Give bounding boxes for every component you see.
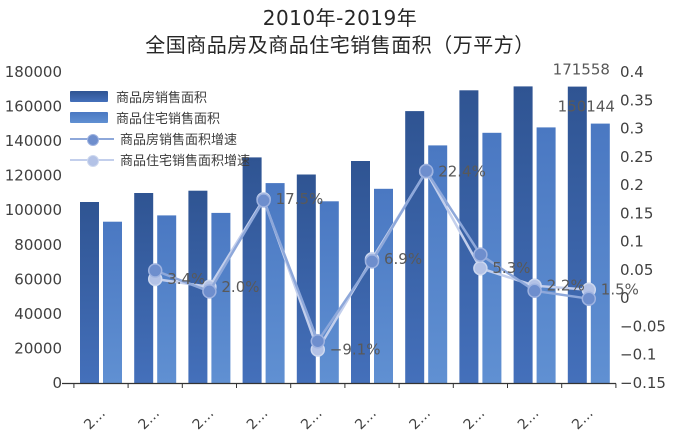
right-axis-tick: 0.2 <box>620 176 644 194</box>
line-marker-series1 <box>147 263 163 278</box>
point-label: 5.3% <box>492 259 530 277</box>
left-axis-tick: 100000 <box>5 201 62 219</box>
x-axis-tick-label: 2… <box>515 406 543 434</box>
x-axis-tick-label: 2… <box>407 406 435 434</box>
line-marker-series1 <box>202 284 217 299</box>
line-marker-series1 <box>527 283 542 299</box>
chart-title-line1: 2010年-2019年 <box>262 6 418 30</box>
bar-series1-cat6 <box>405 111 425 383</box>
legend-line-marker-series2 <box>70 154 114 167</box>
legend-marker-dot-icon <box>87 134 99 146</box>
bar-series2-cat2 <box>211 212 231 383</box>
right-axis-tick: 0.25 <box>620 148 653 166</box>
point-label: 6.9% <box>384 250 422 268</box>
right-axis-tick: 0.15 <box>620 204 653 222</box>
left-axis-tick: 40000 <box>14 305 62 323</box>
legend-swatch-bar-series1 <box>70 91 108 102</box>
left-axis-tick: 80000 <box>14 236 62 254</box>
bar-series2-cat5 <box>374 188 393 383</box>
right-axis-tick: 0.35 <box>620 91 653 109</box>
bar-series1-cat0 <box>80 202 99 383</box>
right-axis-tick: 0 <box>620 289 630 307</box>
legend-line-marker-series1 <box>70 133 114 146</box>
legend-label: 商品住宅销售面积增速 <box>120 154 251 169</box>
legend-label: 商品房销售面积增速 <box>120 133 238 148</box>
point-label: −9.1% <box>330 341 381 359</box>
legend-item-bar-series2: 商品住宅销售面积 <box>70 109 250 127</box>
point-label: 3.4% <box>167 270 205 288</box>
bar-series2-cat9 <box>590 123 610 383</box>
x-axis-tick-label: 2… <box>244 406 272 434</box>
bar-series2-cat6 <box>428 145 448 383</box>
point-label: 2.0% <box>221 278 259 296</box>
legend-item-line-series2: 商品住宅销售面积增速 <box>70 151 251 169</box>
point-label: 1.5% <box>601 281 639 299</box>
left-axis-tick: 0 <box>52 374 62 392</box>
bar-series1-cat9 <box>567 86 587 383</box>
left-axis-tick: 140000 <box>5 132 62 150</box>
bar-series2-cat0 <box>103 221 122 383</box>
bar-value-label: 171558 <box>553 61 610 79</box>
right-axis-tick: −0.05 <box>620 318 666 336</box>
bar-series1-cat5 <box>351 161 370 383</box>
x-axis-tick-label: 2… <box>190 406 218 434</box>
chart-title-line2: 全国商品房及商品住宅销售面积（万平方） <box>145 33 535 57</box>
legend-marker-dot-icon <box>87 155 99 167</box>
bar-series1-cat1 <box>134 193 154 383</box>
line-marker-series1 <box>581 291 597 306</box>
right-axis-tick: 0.3 <box>620 120 644 138</box>
legend-item-line-series1: 商品房销售面积增速 <box>70 130 250 148</box>
bar-value-label: 150144 <box>558 98 615 116</box>
left-axis-tick: 180000 <box>5 63 62 81</box>
left-axis-tick: 160000 <box>5 98 62 116</box>
line-marker-series1 <box>256 193 271 208</box>
bar-series2-cat3 <box>265 183 285 383</box>
legend-item-bar-series1: 商品房销售面积 <box>70 88 250 106</box>
point-label: 22.4% <box>438 163 486 181</box>
line-marker-series2 <box>473 260 488 276</box>
line-marker-series1 <box>418 163 434 179</box>
right-axis-tick: 0.1 <box>620 233 644 251</box>
point-label: 2.2% <box>547 277 585 295</box>
x-axis-tick-label: 2… <box>569 406 597 434</box>
x-axis-tick-label: 2… <box>81 406 109 434</box>
legend: 商品房销售面积 商品住宅销售面积 商品房销售面积增速 商品住宅销售面积增速 <box>70 88 251 169</box>
legend-label: 商品房销售面积 <box>116 91 208 106</box>
left-axis-tick: 60000 <box>14 270 62 288</box>
x-axis-tick-label: 2… <box>461 406 489 434</box>
left-axis-tick: 20000 <box>14 339 62 357</box>
x-axis-tick-label: 2… <box>136 406 164 434</box>
bar-series2-cat7 <box>482 132 502 383</box>
line-marker-series1 <box>364 254 380 269</box>
bar-series1-cat3 <box>242 157 262 383</box>
x-axis-tick-label: 2… <box>298 406 326 434</box>
line-marker-series1 <box>310 333 326 349</box>
bar-series2-cat1 <box>157 215 177 383</box>
right-axis-tick: 0.4 <box>620 63 644 81</box>
bar-series1-cat8 <box>513 86 533 384</box>
chart-title: 2010年-2019年 全国商品房及商品住宅销售面积（万平方） <box>0 5 680 59</box>
left-axis-tick: 120000 <box>5 167 62 185</box>
legend-swatch-bar-series2 <box>70 112 108 123</box>
line-marker-series1 <box>473 247 488 262</box>
bar-series2-cat8 <box>536 127 556 384</box>
legend-label: 商品住宅销售面积 <box>116 112 221 127</box>
point-label: 17.5% <box>276 190 324 208</box>
right-axis-tick: 0.05 <box>620 261 653 279</box>
right-axis-tick: −0.15 <box>620 374 666 392</box>
right-axis-tick: −0.1 <box>620 346 656 364</box>
x-axis-tick-label: 2… <box>352 406 380 434</box>
